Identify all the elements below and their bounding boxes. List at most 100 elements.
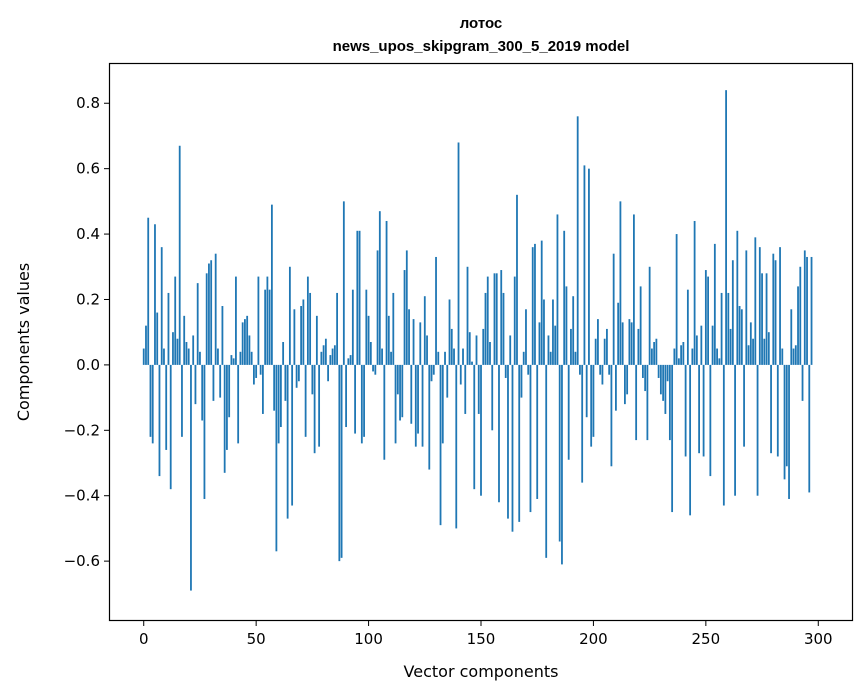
bar <box>507 364 509 519</box>
bar <box>711 325 714 365</box>
bar <box>646 364 649 441</box>
x-tick-label: 0 <box>139 630 149 648</box>
bar <box>785 364 788 467</box>
bar <box>315 315 318 365</box>
bar <box>262 364 264 414</box>
bar <box>547 335 550 365</box>
bar <box>154 224 156 365</box>
bar <box>761 273 763 365</box>
bar <box>574 351 577 365</box>
y-axis-label: Components values <box>14 263 33 421</box>
bar <box>500 270 503 365</box>
bar <box>722 364 725 506</box>
bar <box>288 266 291 365</box>
bar <box>734 364 736 496</box>
bar <box>803 250 806 365</box>
bar <box>529 364 532 513</box>
chart-subtitle: news_upos_skipgram_300_5_2019 model <box>333 38 630 55</box>
bar <box>156 312 159 365</box>
bar <box>372 364 374 372</box>
bar <box>387 315 390 365</box>
bar <box>441 364 444 444</box>
y-tick-label: 0.6 <box>76 160 100 178</box>
bar <box>525 309 527 365</box>
bar <box>754 237 757 365</box>
bar <box>482 328 485 365</box>
bar <box>657 364 660 378</box>
bar <box>624 364 626 405</box>
bar <box>396 364 399 395</box>
bar <box>428 364 431 470</box>
bar <box>570 328 572 365</box>
bar <box>698 364 700 454</box>
bar <box>248 335 251 365</box>
bar <box>477 364 480 414</box>
bar <box>354 364 356 434</box>
bar <box>291 364 294 506</box>
bar <box>810 256 813 365</box>
bar <box>347 358 350 365</box>
bar <box>226 364 228 450</box>
bar <box>621 322 624 365</box>
bar <box>617 302 620 365</box>
bar <box>363 364 365 437</box>
bar <box>336 292 338 365</box>
bar <box>435 256 437 365</box>
bar <box>160 247 163 365</box>
bar <box>590 364 593 447</box>
bar <box>142 348 145 365</box>
bar <box>610 364 613 467</box>
bar <box>419 322 422 365</box>
bar <box>749 322 752 365</box>
bar <box>214 253 217 365</box>
bar <box>176 338 179 365</box>
bar <box>606 328 608 365</box>
bar <box>765 273 768 365</box>
bar <box>185 342 188 365</box>
bar <box>318 364 321 447</box>
bar <box>270 204 273 365</box>
bar <box>592 364 595 437</box>
bar <box>790 309 793 365</box>
bar <box>437 351 440 365</box>
bar <box>295 364 298 388</box>
bar <box>673 348 676 365</box>
bar <box>554 325 557 365</box>
bar <box>432 364 435 375</box>
bar <box>763 338 766 365</box>
bar <box>217 348 219 365</box>
bar <box>619 201 622 365</box>
bar <box>648 266 651 365</box>
bar <box>480 364 482 496</box>
bar <box>615 364 617 411</box>
bar <box>522 351 525 365</box>
bar <box>516 194 518 365</box>
bar <box>792 348 795 365</box>
bar <box>392 292 395 365</box>
bar <box>390 351 392 365</box>
bar <box>417 364 419 434</box>
bar <box>356 230 359 365</box>
bar <box>322 345 325 365</box>
bar <box>403 270 406 365</box>
bar <box>205 273 208 365</box>
bar <box>399 364 401 421</box>
y-tick-label: 0.2 <box>76 290 100 308</box>
bar <box>740 309 743 365</box>
bar <box>394 364 397 444</box>
bar <box>779 247 781 365</box>
bar <box>183 315 186 365</box>
bar <box>707 276 709 365</box>
bar <box>210 260 213 365</box>
bar <box>345 364 347 428</box>
bar <box>691 348 694 365</box>
bar <box>203 364 206 499</box>
bar <box>772 253 775 365</box>
bar <box>601 364 604 385</box>
bar <box>473 364 476 490</box>
y-tick-label: −0.4 <box>64 487 100 505</box>
bar <box>599 364 602 375</box>
bar <box>489 342 491 365</box>
bar <box>626 364 629 395</box>
bar <box>538 322 541 365</box>
